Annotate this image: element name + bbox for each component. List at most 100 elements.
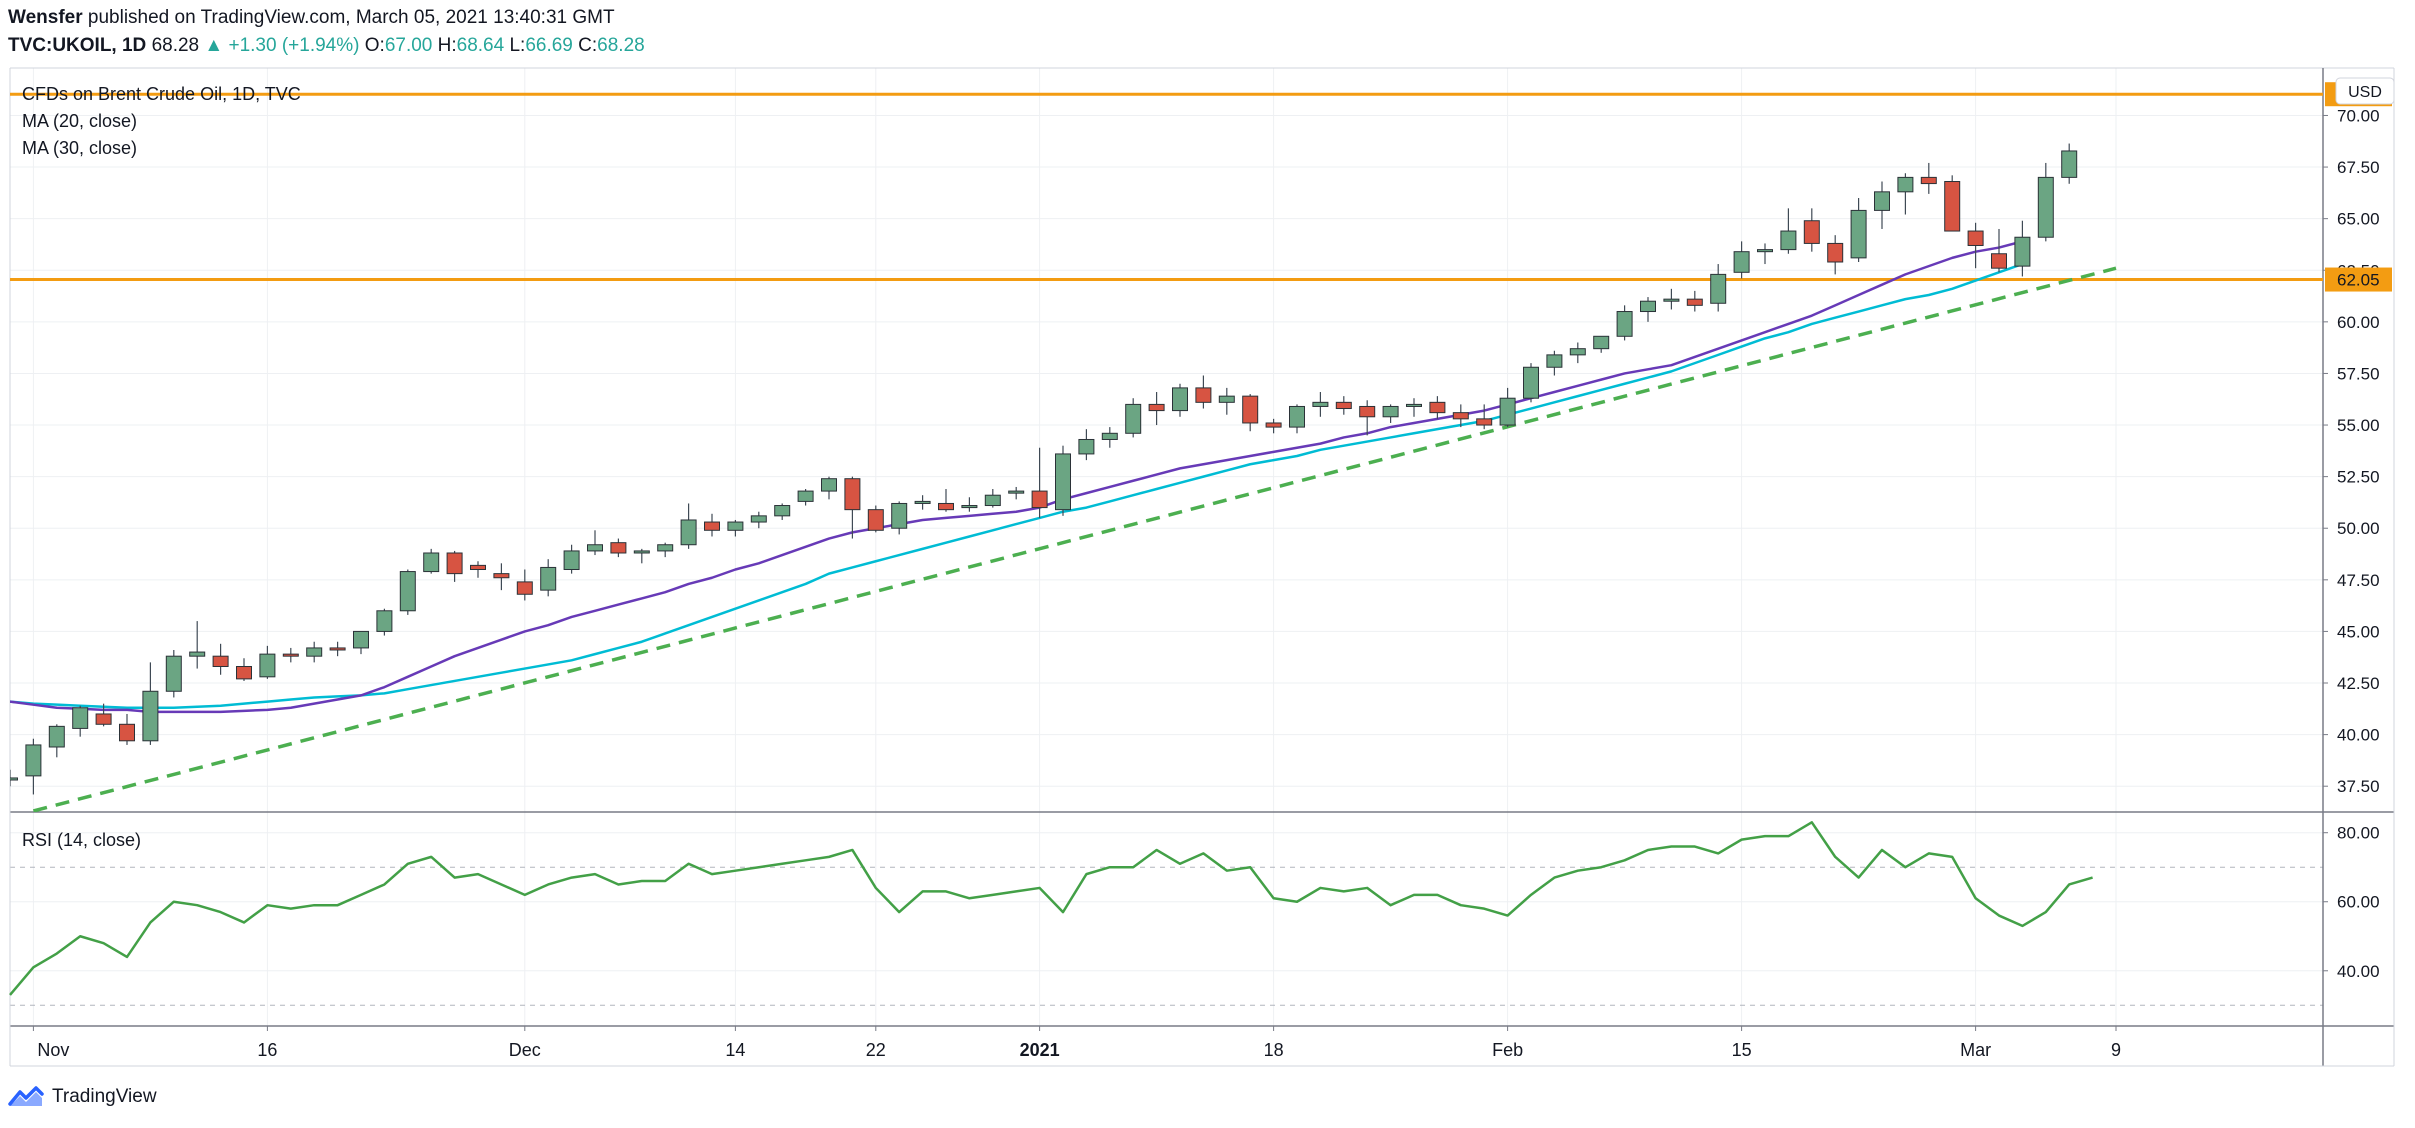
candle (493, 563, 510, 591)
candle (1546, 350, 1563, 376)
time-tick-label: Mar (1960, 1040, 1991, 1060)
rsi-line (9, 821, 2093, 996)
publish-info: Wensfer published on TradingView.com, Ma… (8, 6, 645, 30)
price-change: +1.30 (+1.94%) (228, 35, 360, 56)
candle-body (867, 509, 884, 531)
low-value: 66.69 (525, 35, 573, 56)
candle-body (657, 544, 674, 552)
candle-body (1218, 395, 1235, 403)
time-tick-label: 18 (1264, 1040, 1284, 1060)
candle (2014, 220, 2031, 277)
high-label: H: (437, 35, 457, 56)
candle-body (1827, 242, 1844, 263)
candle-body (1967, 230, 1984, 246)
candle (657, 542, 674, 558)
grid-lines (10, 68, 2323, 1026)
candle-body (587, 544, 603, 552)
candle (704, 513, 720, 537)
candle (1967, 222, 1984, 269)
candle (1195, 375, 1212, 409)
candle (1827, 235, 1844, 275)
candle (844, 476, 861, 539)
candle (48, 724, 65, 758)
candle-body (1429, 401, 1446, 414)
candle-body (1476, 418, 1493, 426)
candle-body (376, 610, 393, 632)
author-name[interactable]: Wensfer (8, 7, 83, 28)
candle-body (1101, 432, 1118, 440)
candle (470, 561, 486, 578)
candle-body (1546, 354, 1563, 368)
time-tick-label: 9 (2111, 1040, 2121, 1060)
candle-body (119, 723, 135, 742)
rsi-tick-label: 60.00 (2337, 893, 2380, 912)
candle-body (1148, 403, 1165, 412)
candle (259, 645, 276, 679)
tradingview-logo-icon (8, 1086, 44, 1106)
candle-body (1991, 253, 2007, 269)
candle (961, 497, 978, 512)
chart-title: CFDs on Brent Crude Oil, 1D, TVC (22, 84, 301, 104)
last-price: 68.28 (151, 35, 200, 56)
candle (1499, 387, 1516, 428)
candle (376, 608, 393, 636)
candle-body (1382, 405, 1399, 418)
candle (1335, 396, 1352, 415)
time-tick-label: Dec (509, 1040, 541, 1060)
candle (680, 503, 697, 549)
candle (727, 519, 744, 537)
candle (142, 662, 159, 745)
candle-body (1569, 348, 1586, 356)
candle-body (1452, 412, 1469, 420)
candle-body (165, 655, 182, 692)
candle (633, 548, 650, 564)
candle-body (1312, 401, 1329, 407)
candle-body (938, 502, 954, 511)
candle-body (1031, 490, 1048, 509)
rsi-title: RSI (14, close) (22, 830, 141, 850)
candle (1686, 290, 1703, 312)
candle (1031, 447, 1048, 518)
price-tick-label: 50.00 (2337, 519, 2380, 538)
chart-header: Wensfer published on TradingView.com, Ma… (8, 6, 645, 58)
candle-body (1803, 220, 1820, 244)
candle (750, 511, 767, 529)
candle (1616, 305, 1633, 341)
candle-body (961, 505, 978, 509)
candle (540, 559, 557, 597)
candle-body (984, 494, 1001, 507)
candle (891, 501, 908, 535)
chart-marks (9, 92, 2323, 996)
candle-body (1757, 249, 1773, 253)
candle-body (446, 552, 463, 575)
currency-badge[interactable]: USD (2335, 77, 2395, 105)
candle-body (1289, 405, 1305, 428)
legend-ma30: MA (30, close) (22, 138, 137, 158)
candle-body (1008, 490, 1025, 494)
rsi-tick-label: 80.00 (2337, 824, 2380, 843)
candle (821, 476, 837, 500)
candle-body (1593, 335, 1610, 350)
candle-body (1335, 401, 1352, 410)
candle (1078, 429, 1095, 461)
candle (399, 569, 416, 615)
footer[interactable]: TradingView (8, 1086, 157, 1108)
candle-body (48, 725, 65, 748)
candle-body (306, 647, 323, 657)
close-label: C: (578, 35, 598, 56)
candle (1242, 394, 1259, 432)
price-tick-label: 47.50 (2337, 571, 2380, 590)
low-label: L: (509, 35, 526, 56)
candle-body (633, 550, 650, 554)
candle-body (844, 478, 861, 511)
candle-body (1125, 403, 1142, 434)
price-tick-label: 60.00 (2337, 313, 2380, 332)
price-tick-label: 37.50 (2337, 777, 2380, 796)
candle-body (821, 478, 837, 492)
candle (1312, 392, 1329, 417)
price-tick-label: 52.50 (2337, 468, 2380, 487)
candle (1944, 175, 1961, 232)
candle (72, 705, 89, 737)
candle-body (680, 519, 697, 546)
